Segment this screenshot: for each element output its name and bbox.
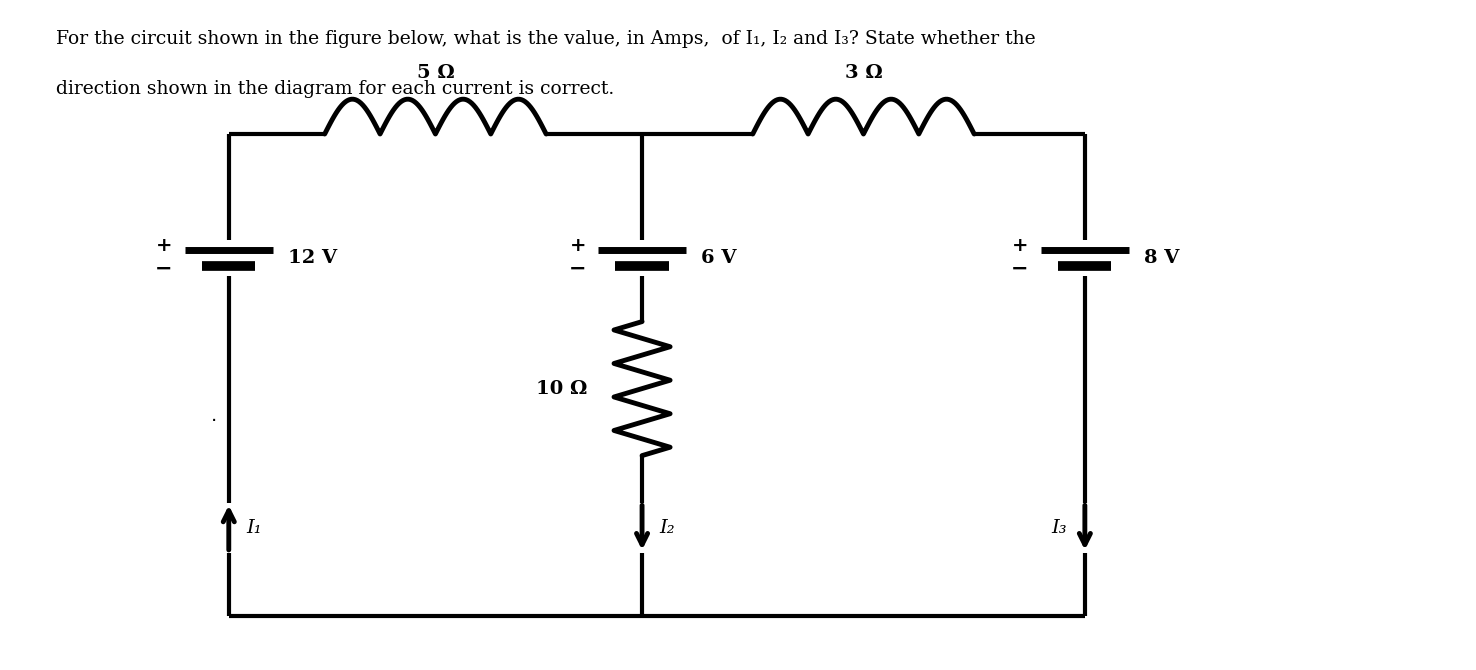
Text: I₁: I₁ (246, 519, 263, 537)
Text: I₂: I₂ (660, 519, 676, 537)
Text: .: . (211, 406, 217, 425)
Text: 5 Ω: 5 Ω (416, 64, 455, 82)
Text: 10 Ω: 10 Ω (536, 380, 587, 397)
Text: 6 V: 6 V (701, 249, 737, 267)
Text: 3 Ω: 3 Ω (844, 64, 883, 82)
Text: −: − (568, 259, 586, 279)
Text: direction shown in the diagram for each current is correct.: direction shown in the diagram for each … (56, 80, 614, 98)
Text: 12 V: 12 V (288, 249, 337, 267)
Text: 8 V: 8 V (1144, 249, 1179, 267)
Text: +: + (1013, 237, 1029, 255)
Text: −: − (155, 259, 173, 279)
Text: I₃: I₃ (1051, 519, 1067, 537)
Text: +: + (570, 237, 586, 255)
Text: For the circuit shown in the figure below, what is the value, in Amps,  of I₁, I: For the circuit shown in the figure belo… (56, 30, 1036, 48)
Text: +: + (156, 237, 173, 255)
Text: −: − (1011, 259, 1029, 279)
